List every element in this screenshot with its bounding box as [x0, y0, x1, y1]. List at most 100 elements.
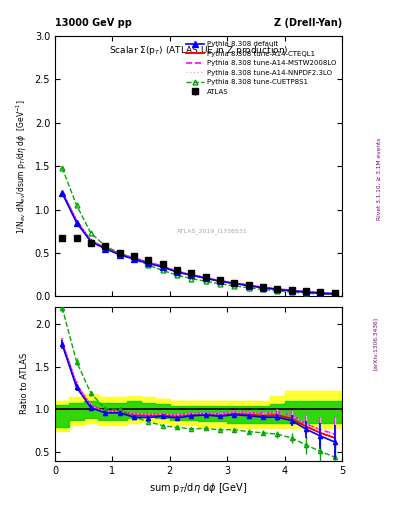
Y-axis label: 1/N$_{ev}$ dN$_{ev}$/dsum p$_T$/d$\eta$ d$\phi$  [GeV$^{-1}$]: 1/N$_{ev}$ dN$_{ev}$/dsum p$_T$/d$\eta$ … — [15, 99, 29, 233]
Pythia 8.308 tune-A14-CTEQL1 — [189, 272, 194, 278]
Pythia 8.308 tune-A14-MSTW2008LO — [74, 218, 79, 224]
Pythia 8.308 default — [218, 278, 222, 284]
Pythia 8.308 tune-A14-CTEQL1 — [289, 288, 294, 294]
Pythia 8.308 tune-CUETP8S1 — [160, 267, 165, 273]
Pythia 8.308 tune-A14-CTEQL1 — [218, 278, 222, 284]
Pythia 8.308 default — [103, 246, 108, 252]
Pythia 8.308 default — [246, 283, 251, 289]
Pythia 8.308 tune-A14-NNPDF2.3LO — [203, 275, 208, 281]
Pythia 8.308 tune-CUETP8S1 — [261, 286, 265, 292]
Pythia 8.308 tune-CUETP8S1 — [88, 230, 93, 236]
Pythia 8.308 tune-A14-MSTW2008LO — [103, 245, 108, 251]
Pythia 8.308 default — [289, 288, 294, 294]
Pythia 8.308 default — [117, 252, 122, 258]
Pythia 8.308 tune-A14-NNPDF2.3LO — [332, 291, 337, 297]
Pythia 8.308 tune-A14-NNPDF2.3LO — [218, 278, 222, 284]
Pythia 8.308 tune-A14-NNPDF2.3LO — [189, 271, 194, 278]
Pythia 8.308 tune-CUETP8S1 — [232, 283, 237, 289]
Pythia 8.308 tune-CUETP8S1 — [117, 250, 122, 256]
Legend: Pythia 8.308 default, Pythia 8.308 tune-A14-CTEQL1, Pythia 8.308 tune-A14-MSTW20: Pythia 8.308 default, Pythia 8.308 tune-… — [184, 39, 338, 97]
Pythia 8.308 tune-A14-CTEQL1 — [203, 275, 208, 281]
Pythia 8.308 tune-A14-NNPDF2.3LO — [261, 284, 265, 290]
Pythia 8.308 tune-A14-NNPDF2.3LO — [74, 218, 79, 224]
Pythia 8.308 tune-A14-NNPDF2.3LO — [275, 286, 280, 292]
Pythia 8.308 tune-A14-CTEQL1 — [132, 255, 136, 261]
Pythia 8.308 tune-A14-MSTW2008LO — [318, 290, 323, 296]
Pythia 8.308 default — [232, 281, 237, 287]
Pythia 8.308 tune-A14-NNPDF2.3LO — [88, 238, 93, 244]
Text: [arXiv:1306.3436]: [arXiv:1306.3436] — [373, 316, 378, 370]
Pythia 8.308 default — [304, 289, 309, 295]
Pythia 8.308 tune-A14-CTEQL1 — [246, 282, 251, 288]
Pythia 8.308 tune-A14-MSTW2008LO — [246, 282, 251, 288]
Pythia 8.308 tune-A14-NNPDF2.3LO — [232, 280, 237, 286]
Pythia 8.308 tune-A14-CTEQL1 — [232, 280, 237, 286]
Text: Scalar $\Sigma$(p$_T$) (ATLAS UE in Z production): Scalar $\Sigma$(p$_T$) (ATLAS UE in Z pr… — [108, 44, 288, 57]
Text: ATLAS_2019_I1736531: ATLAS_2019_I1736531 — [177, 228, 248, 234]
Pythia 8.308 tune-A14-NNPDF2.3LO — [289, 287, 294, 293]
Pythia 8.308 tune-CUETP8S1 — [304, 290, 309, 296]
Text: Rivet 3.1.10, ≥ 3.1M events: Rivet 3.1.10, ≥ 3.1M events — [377, 138, 382, 220]
Line: Pythia 8.308 default: Pythia 8.308 default — [59, 190, 338, 297]
Pythia 8.308 tune-A14-MSTW2008LO — [332, 291, 337, 297]
Pythia 8.308 tune-A14-CTEQL1 — [332, 291, 337, 297]
Pythia 8.308 tune-CUETP8S1 — [189, 275, 194, 282]
Pythia 8.308 default — [261, 285, 265, 291]
Pythia 8.308 tune-A14-CTEQL1 — [146, 260, 151, 266]
Pythia 8.308 tune-CUETP8S1 — [289, 289, 294, 295]
Pythia 8.308 tune-A14-MSTW2008LO — [146, 259, 151, 265]
Pythia 8.308 tune-A14-MSTW2008LO — [60, 189, 64, 195]
Pythia 8.308 tune-A14-MSTW2008LO — [304, 289, 309, 295]
Pythia 8.308 tune-CUETP8S1 — [146, 262, 151, 268]
Y-axis label: Ratio to ATLAS: Ratio to ATLAS — [20, 353, 29, 414]
Pythia 8.308 tune-A14-NNPDF2.3LO — [146, 259, 151, 265]
Pythia 8.308 tune-A14-NNPDF2.3LO — [132, 254, 136, 261]
Pythia 8.308 tune-A14-NNPDF2.3LO — [160, 263, 165, 269]
Pythia 8.308 default — [160, 264, 165, 270]
Pythia 8.308 default — [275, 286, 280, 292]
Pythia 8.308 default — [146, 261, 151, 267]
Pythia 8.308 tune-A14-CTEQL1 — [74, 218, 79, 224]
Pythia 8.308 tune-A14-NNPDF2.3LO — [318, 290, 323, 296]
Pythia 8.308 default — [132, 256, 136, 262]
X-axis label: sum p$_T$/d$\eta$ d$\phi$ [GeV]: sum p$_T$/d$\eta$ d$\phi$ [GeV] — [149, 481, 248, 495]
Pythia 8.308 tune-A14-MSTW2008LO — [160, 263, 165, 269]
Pythia 8.308 tune-CUETP8S1 — [332, 292, 337, 298]
Pythia 8.308 tune-A14-MSTW2008LO — [189, 271, 194, 278]
Pythia 8.308 default — [203, 275, 208, 281]
Pythia 8.308 tune-A14-MSTW2008LO — [117, 251, 122, 257]
Pythia 8.308 tune-A14-MSTW2008LO — [232, 280, 237, 286]
Pythia 8.308 default — [174, 269, 179, 275]
Pythia 8.308 tune-CUETP8S1 — [246, 285, 251, 291]
Pythia 8.308 tune-CUETP8S1 — [74, 202, 79, 208]
Pythia 8.308 tune-CUETP8S1 — [60, 165, 64, 171]
Pythia 8.308 tune-A14-MSTW2008LO — [132, 254, 136, 261]
Pythia 8.308 tune-A14-CTEQL1 — [160, 263, 165, 269]
Pythia 8.308 tune-A14-CTEQL1 — [174, 269, 179, 275]
Pythia 8.308 default — [88, 239, 93, 245]
Pythia 8.308 tune-A14-CTEQL1 — [318, 290, 323, 296]
Pythia 8.308 tune-A14-CTEQL1 — [261, 285, 265, 291]
Pythia 8.308 tune-CUETP8S1 — [103, 243, 108, 249]
Pythia 8.308 tune-A14-MSTW2008LO — [218, 278, 222, 284]
Pythia 8.308 default — [74, 220, 79, 226]
Pythia 8.308 tune-A14-NNPDF2.3LO — [304, 289, 309, 295]
Pythia 8.308 tune-A14-NNPDF2.3LO — [246, 282, 251, 288]
Pythia 8.308 tune-A14-MSTW2008LO — [203, 275, 208, 281]
Pythia 8.308 tune-A14-NNPDF2.3LO — [60, 189, 64, 195]
Pythia 8.308 tune-A14-NNPDF2.3LO — [117, 251, 122, 257]
Pythia 8.308 tune-A14-CTEQL1 — [275, 286, 280, 292]
Pythia 8.308 tune-A14-CTEQL1 — [117, 251, 122, 257]
Pythia 8.308 default — [332, 291, 337, 297]
Pythia 8.308 tune-CUETP8S1 — [218, 281, 222, 287]
Line: Pythia 8.308 tune-A14-CTEQL1: Pythia 8.308 tune-A14-CTEQL1 — [62, 192, 335, 294]
Pythia 8.308 tune-A14-CTEQL1 — [88, 238, 93, 244]
Pythia 8.308 tune-A14-CTEQL1 — [103, 245, 108, 251]
Line: Pythia 8.308 tune-A14-NNPDF2.3LO: Pythia 8.308 tune-A14-NNPDF2.3LO — [62, 192, 335, 294]
Line: Pythia 8.308 tune-A14-MSTW2008LO: Pythia 8.308 tune-A14-MSTW2008LO — [62, 192, 335, 294]
Text: 13000 GeV pp: 13000 GeV pp — [55, 18, 132, 28]
Pythia 8.308 tune-CUETP8S1 — [174, 272, 179, 278]
Pythia 8.308 tune-A14-CTEQL1 — [60, 189, 64, 195]
Pythia 8.308 tune-CUETP8S1 — [132, 256, 136, 262]
Pythia 8.308 tune-A14-CTEQL1 — [304, 289, 309, 295]
